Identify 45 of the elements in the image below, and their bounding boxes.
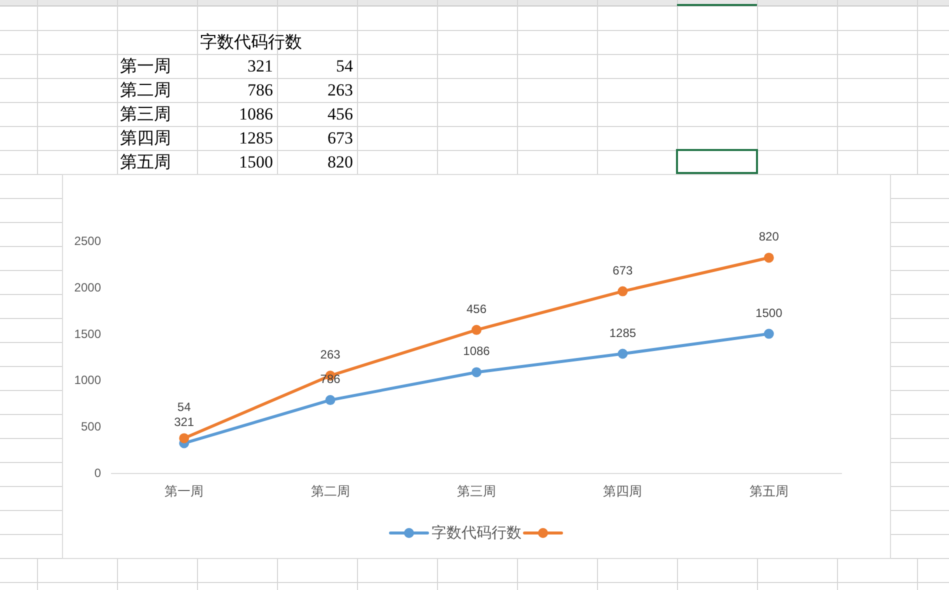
text: 字数代码行数: [200, 32, 302, 52]
category-label: 第四周: [120, 128, 171, 148]
point: [764, 328, 774, 339]
category-label: 第三周: [120, 104, 171, 124]
data-label: 1285: [609, 326, 636, 340]
y-tick-label: 2500: [74, 234, 102, 248]
point: [179, 433, 190, 444]
legend-label: 字数代码行数: [432, 524, 522, 542]
data-label: 673: [328, 128, 353, 148]
point: [764, 252, 774, 263]
x-tick-label: 第三周: [457, 484, 496, 498]
y-tick-label: 2000: [74, 280, 102, 294]
data-label: 456: [328, 104, 353, 124]
annotation: 54: [177, 400, 192, 414]
point: [618, 348, 628, 359]
y-tick-label: 1500: [74, 326, 102, 341]
x-tick-label: 第二周: [310, 484, 350, 498]
data-label: 820: [328, 152, 353, 172]
data-label: 1500: [756, 306, 783, 320]
y-tick-label: 0: [94, 466, 102, 480]
point: [618, 286, 628, 296]
y-tick-label: 500: [80, 420, 102, 434]
data-label: 321: [174, 415, 194, 430]
annotation: 820: [758, 230, 780, 244]
point: [472, 324, 482, 335]
point: [325, 395, 336, 406]
category-label: 第一周: [120, 56, 171, 76]
data-label: 1285: [239, 128, 273, 148]
data-label: 263: [328, 80, 353, 100]
y-tick-label: 1000: [74, 373, 102, 388]
data-label: 1086: [463, 344, 490, 358]
annotation: 263: [320, 348, 341, 362]
x-tick-label: 第四周: [603, 484, 642, 498]
point: [472, 367, 482, 378]
category-label: 第二周: [120, 80, 171, 100]
data-label: 1500: [239, 152, 273, 172]
data-label: 54: [336, 56, 354, 76]
annotation: 673: [612, 263, 634, 278]
x-tick-label: 第五周: [749, 484, 788, 498]
x-tick-label: 第一周: [164, 484, 204, 498]
annotation: 456: [466, 302, 487, 316]
data-label: 786: [248, 80, 273, 100]
category-label: 第五周: [120, 152, 171, 172]
data-label: 1086: [239, 104, 273, 124]
data-label: 321: [248, 56, 273, 76]
